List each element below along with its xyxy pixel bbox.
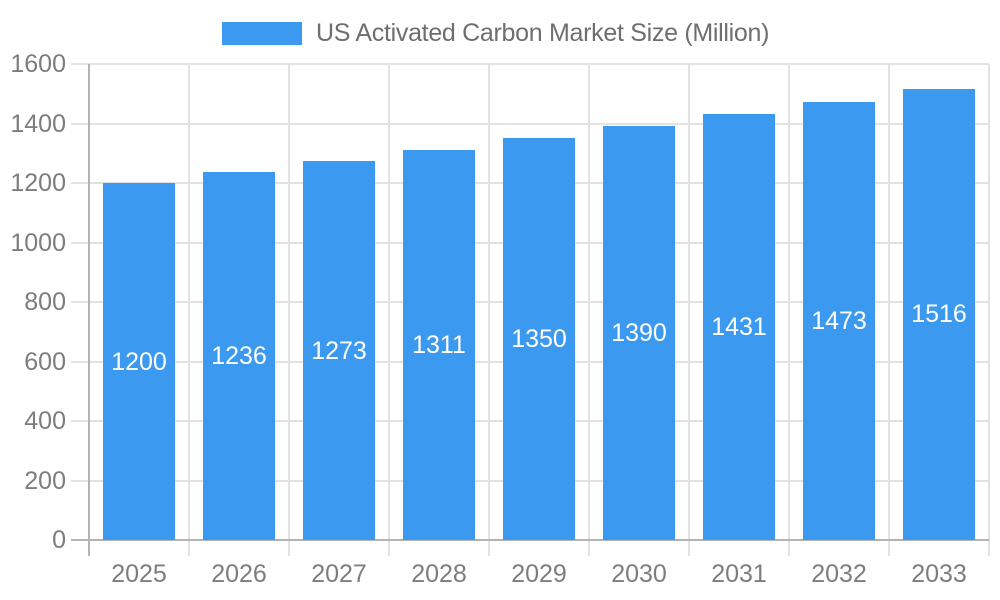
- bar-value-label: 1311: [412, 330, 466, 359]
- y-axis-tick-label: 1200: [10, 169, 66, 197]
- bar-value-label: 1473: [811, 306, 867, 335]
- y-axis-tick-label: 400: [24, 407, 66, 435]
- y-gridline: [71, 63, 989, 65]
- bar-2028[interactable]: [403, 149, 475, 540]
- x-axis-tick-label: 2027: [311, 560, 367, 588]
- x-gridline: [688, 64, 690, 556]
- bar-value-label: 1236: [211, 342, 267, 371]
- y-axis-tick-label: 0: [52, 526, 66, 554]
- x-axis-tick-label: 2029: [511, 560, 567, 588]
- bar-2031[interactable]: [703, 114, 775, 540]
- x-gridline: [988, 64, 990, 556]
- y-axis-tick-label: 1000: [10, 228, 66, 257]
- x-gridline: [388, 64, 390, 556]
- x-axis-tick-label: 2026: [211, 560, 267, 588]
- x-axis-tick-label: 2033: [911, 560, 967, 588]
- bar-2025[interactable]: [103, 183, 175, 540]
- x-axis-line: [71, 539, 989, 541]
- x-gridline: [788, 64, 790, 556]
- x-axis-tick-label: 2030: [611, 560, 667, 588]
- y-axis-tick-label: 800: [24, 288, 66, 316]
- bar-2032[interactable]: [803, 101, 875, 540]
- x-gridline: [488, 64, 490, 556]
- bar-value-label: 1390: [611, 319, 667, 348]
- x-axis-tick-label: 2028: [411, 560, 467, 588]
- legend-swatch-icon: [222, 22, 302, 45]
- y-gridline: [71, 122, 989, 125]
- bar-2026[interactable]: [203, 172, 275, 540]
- bar-value-label: 1431: [711, 313, 767, 342]
- x-gridline: [188, 64, 190, 556]
- x-gridline: [588, 64, 590, 556]
- bar-2030[interactable]: [603, 126, 675, 540]
- y-axis-line: [88, 64, 90, 556]
- bar-2027[interactable]: [303, 161, 375, 540]
- x-gridline: [288, 64, 290, 556]
- y-axis-tick-label: 1400: [10, 109, 66, 138]
- bar-2033[interactable]: [903, 88, 975, 540]
- bar-value-label: 1273: [311, 336, 367, 365]
- y-axis-tick-label: 600: [24, 347, 66, 376]
- bar-value-label: 1350: [511, 325, 567, 354]
- bar-value-label: 1200: [111, 347, 167, 376]
- bar-value-label: 1516: [911, 300, 967, 329]
- y-axis-tick-label: 1600: [10, 50, 66, 78]
- y-axis-tick-label: 200: [24, 466, 66, 495]
- chart-legend[interactable]: US Activated Carbon Market Size (Million…: [222, 19, 769, 48]
- x-axis-tick-label: 2032: [811, 560, 867, 588]
- legend-label: US Activated Carbon Market Size (Million…: [316, 19, 770, 47]
- x-axis-tick-label: 2025: [111, 560, 167, 588]
- x-axis-tick-label: 2031: [711, 560, 767, 588]
- x-gridline: [888, 64, 890, 556]
- bar-2029[interactable]: [503, 138, 575, 540]
